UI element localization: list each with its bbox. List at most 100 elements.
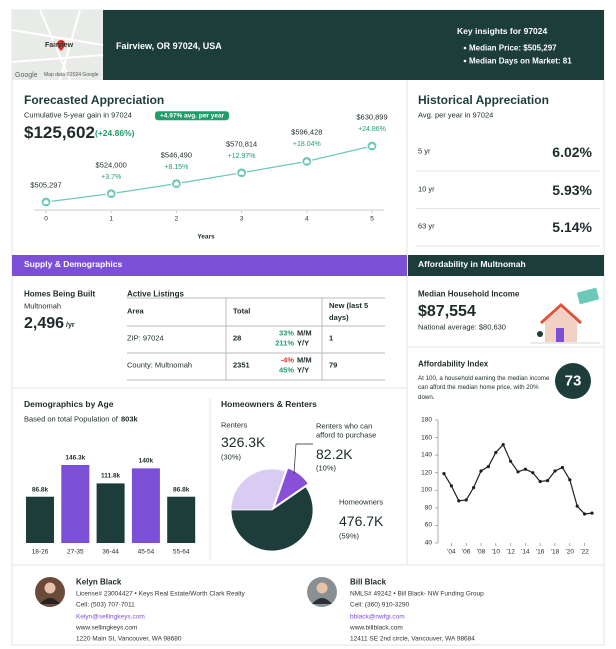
pie-slice	[230, 486, 314, 552]
text: Forecasted Appreciation	[24, 93, 165, 108]
text: At 100, a household earning the median i…	[418, 375, 550, 401]
point	[575, 504, 579, 508]
line	[45, 145, 373, 203]
text: Google	[15, 71, 38, 79]
point	[449, 484, 453, 488]
x-tick-label: '08	[476, 548, 486, 556]
text: County: Multnomah	[127, 360, 193, 370]
text: 79	[329, 360, 338, 370]
x-tick-label: '14	[521, 548, 530, 556]
text: +4.97% avg. per year	[155, 111, 230, 121]
y-tick-label: 160	[421, 433, 432, 441]
change-label: +8.15%	[164, 163, 189, 171]
text: Kelyn Black	[76, 577, 122, 587]
text: Median Price: $505,297	[469, 43, 557, 53]
text: 10 yr	[418, 184, 435, 194]
avatar-face	[316, 582, 328, 594]
text: Homeowners & Renters	[221, 399, 317, 410]
value-label: 111.8k	[101, 472, 121, 480]
text: Cumulative 5-year gain in 97024	[24, 110, 132, 120]
bar	[96, 483, 125, 543]
text: National average: $80,630	[418, 322, 506, 332]
text: 82.2K	[316, 445, 353, 462]
y-tick-label: 180	[421, 416, 432, 424]
text: Renters	[221, 420, 248, 430]
avatar-body	[40, 598, 60, 604]
house-icon	[43, 199, 49, 204]
pie-slice	[273, 467, 309, 508]
text: (59%)	[339, 531, 360, 541]
value-label: 140k	[138, 457, 154, 465]
bar	[167, 496, 196, 543]
text: Renters who can afford to purchase	[316, 421, 377, 439]
x-tick-label: 4	[304, 215, 309, 223]
text: 211%	[275, 338, 294, 348]
text: Bill Black	[350, 577, 387, 587]
index-badge	[555, 363, 591, 399]
text: 33%	[278, 328, 294, 338]
text: M/M	[297, 355, 312, 365]
y-tick-label: 120	[421, 468, 432, 476]
change-label: +24.86%	[358, 125, 386, 133]
text: /yr	[66, 321, 75, 329]
x-tick-label: 5	[370, 215, 374, 223]
point	[486, 464, 490, 469]
x-tick-label: 1	[109, 215, 113, 223]
illustration	[576, 287, 600, 305]
text: 45%	[278, 365, 294, 375]
point	[546, 479, 550, 483]
text: Active Listings	[127, 289, 184, 299]
point	[509, 459, 513, 463]
x-tick-label: '22	[580, 548, 589, 556]
text: -4%	[280, 355, 294, 365]
change-label: +18.04%	[292, 141, 321, 149]
text: ZIP: 97024	[127, 333, 164, 343]
value-label: 86.8k	[31, 485, 49, 493]
text: 28	[233, 333, 242, 343]
text: 1	[329, 333, 334, 343]
map-road	[11, 54, 104, 63]
point	[560, 465, 565, 470]
text: 326.3K	[221, 433, 266, 450]
point	[464, 498, 468, 502]
text: 803k	[121, 414, 138, 424]
text: www.billblack.com	[350, 624, 403, 632]
point	[590, 511, 594, 515]
value-label: 146.3k	[65, 454, 86, 462]
text: New (last 5 days)	[329, 301, 369, 322]
point	[538, 479, 542, 484]
y-tick-label: 80	[424, 504, 432, 512]
avatar-face	[44, 582, 56, 594]
x-tick-label: 27-35	[66, 548, 84, 556]
text: 2351	[233, 360, 250, 370]
x-tick-label: '06	[461, 548, 471, 556]
point	[457, 499, 461, 503]
section-bar	[12, 255, 407, 276]
text: 6.02%	[552, 143, 592, 160]
text: $87,554	[418, 302, 476, 320]
x-tick-label: '04	[447, 548, 456, 556]
text: Affordability in Multnomah	[418, 259, 526, 270]
point	[516, 470, 520, 474]
bullet	[463, 46, 467, 50]
map-road	[59, 9, 81, 81]
x-tick-label: 3	[239, 215, 244, 223]
x-tick-label: 55-64	[172, 548, 190, 556]
text: Affordability Index	[418, 359, 489, 369]
y-tick-label: 60	[424, 521, 432, 529]
value-label: $596,428	[291, 128, 323, 138]
text: 5.93%	[552, 181, 592, 198]
map-pin	[57, 40, 65, 51]
avatar-body	[312, 598, 332, 604]
x-tick-label: '20	[565, 548, 575, 556]
house-icon	[304, 158, 310, 164]
text: License# 23004427 • Keys Real Estate/Wor…	[76, 590, 245, 598]
text: (+24.86%)	[95, 128, 135, 139]
text: M/M	[297, 328, 312, 338]
change-label: +3.7%	[101, 173, 122, 181]
text: Cell: (360) 910-3290	[350, 601, 410, 609]
text: 476.7K	[339, 512, 384, 529]
x-tick-label: 2	[174, 215, 179, 223]
text: Kelyn@sellingkeys.com	[76, 612, 145, 620]
point	[479, 469, 483, 473]
